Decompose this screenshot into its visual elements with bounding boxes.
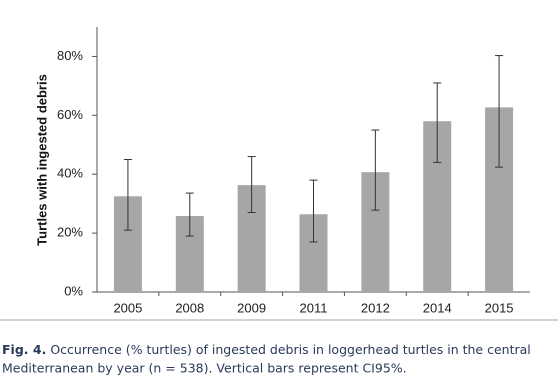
- y-tick-label: 20%: [57, 225, 83, 240]
- y-tick-label: 0%: [64, 283, 83, 298]
- error-bar: [185, 192, 194, 237]
- x-tick-label: 2015: [485, 300, 514, 315]
- x-tick-label: 2012: [361, 300, 390, 315]
- caption-line: Mediterranean by year (n = 538). Vertica…: [2, 361, 407, 376]
- error-bar: [123, 159, 132, 231]
- y-axis-label: Turtles with ingested debris: [34, 74, 49, 246]
- y-tick-label: 40%: [57, 166, 83, 181]
- error-bar: [371, 129, 380, 211]
- error-bar: [433, 82, 442, 163]
- error-bar: [495, 55, 504, 168]
- y-tick-label: 60%: [57, 107, 83, 122]
- caption-label: Fig. 4.: [2, 342, 46, 357]
- caption-text: Occurrence (% turtles) of ingested debri…: [50, 342, 530, 357]
- y-tick-label: 80%: [57, 48, 83, 63]
- x-tick-label: 2011: [300, 300, 328, 315]
- x-tick-label: 2014: [423, 300, 452, 315]
- x-tick-label: 2008: [175, 300, 204, 315]
- caption-line: Fig. 4. Occurrence (% turtles) of ingest…: [2, 342, 531, 357]
- x-tick-label: 2009: [237, 300, 266, 315]
- error-bar: [247, 156, 256, 213]
- x-tick-label: 2005: [113, 300, 142, 315]
- error-bar: [309, 179, 318, 243]
